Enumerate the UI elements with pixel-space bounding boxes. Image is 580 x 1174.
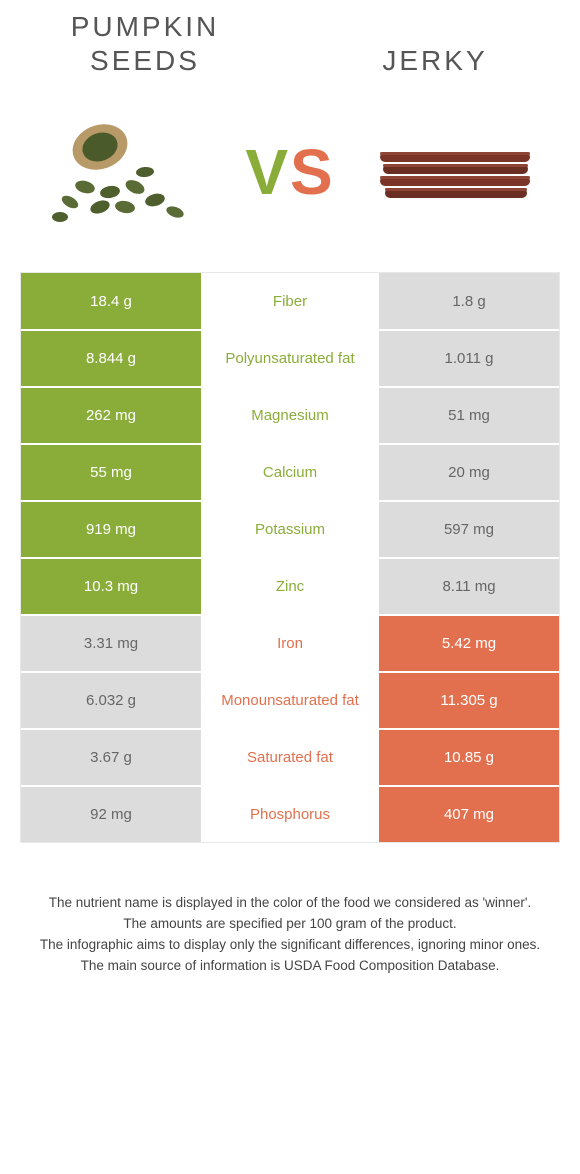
left-value-cell: 10.3 mg: [21, 559, 201, 614]
left-food-title: Pumpkin seeds: [45, 10, 245, 77]
footer-line3: The infographic aims to display only the…: [40, 937, 540, 952]
right-value-cell: 10.85 g: [379, 730, 559, 785]
footer-line1: The nutrient name is displayed in the co…: [49, 895, 531, 910]
title-line1: Pumpkin: [71, 11, 220, 42]
right-value-cell: 407 mg: [379, 787, 559, 842]
table-row: 3.31 mgIron5.42 mg: [21, 614, 559, 671]
left-value-cell: 919 mg: [21, 502, 201, 557]
nutrient-label: Saturated fat: [201, 730, 379, 785]
right-value-cell: 51 mg: [379, 388, 559, 443]
left-value-cell: 6.032 g: [21, 673, 201, 728]
table-row: 10.3 mgZinc8.11 mg: [21, 557, 559, 614]
table-row: 6.032 gMonounsaturated fat11.305 g: [21, 671, 559, 728]
left-value-cell: 262 mg: [21, 388, 201, 443]
nutrient-label: Magnesium: [201, 388, 379, 443]
table-row: 262 mgMagnesium51 mg: [21, 386, 559, 443]
left-value-cell: 3.31 mg: [21, 616, 201, 671]
vs-s: S: [290, 136, 335, 208]
left-value-cell: 18.4 g: [21, 273, 201, 329]
footer-text: The nutrient name is displayed in the co…: [15, 893, 565, 977]
table-row: 919 mgPotassium597 mg: [21, 500, 559, 557]
right-title-text: Jerky: [382, 45, 487, 76]
left-value-cell: 92 mg: [21, 787, 201, 842]
table-row: 92 mgPhosphorus407 mg: [21, 785, 559, 842]
footer-line4: The main source of information is USDA F…: [81, 958, 500, 973]
nutrient-label: Monounsaturated fat: [201, 673, 379, 728]
right-value-cell: 20 mg: [379, 445, 559, 500]
right-value-cell: 11.305 g: [379, 673, 559, 728]
nutrition-table: 18.4 gFiber1.8 g8.844 gPolyunsaturated f…: [20, 272, 560, 843]
nutrient-label: Iron: [201, 616, 379, 671]
vs-label: VS: [245, 135, 334, 209]
left-value-cell: 8.844 g: [21, 331, 201, 386]
table-row: 18.4 gFiber1.8 g: [21, 272, 559, 329]
jerky-image: [375, 112, 535, 232]
title-line2: seeds: [90, 45, 200, 76]
nutrient-label: Zinc: [201, 559, 379, 614]
table-row: 55 mgCalcium20 mg: [21, 443, 559, 500]
left-value-cell: 3.67 g: [21, 730, 201, 785]
images-row: VS: [15, 97, 565, 247]
nutrient-label: Calcium: [201, 445, 379, 500]
table-row: 8.844 gPolyunsaturated fat1.011 g: [21, 329, 559, 386]
right-value-cell: 8.11 mg: [379, 559, 559, 614]
right-value-cell: 5.42 mg: [379, 616, 559, 671]
nutrient-label: Phosphorus: [201, 787, 379, 842]
footer-line2: The amounts are specified per 100 gram o…: [123, 916, 456, 931]
right-value-cell: 1.8 g: [379, 273, 559, 329]
nutrient-label: Polyunsaturated fat: [201, 331, 379, 386]
nutrient-label: Potassium: [201, 502, 379, 557]
vs-v: V: [245, 136, 290, 208]
table-row: 3.67 gSaturated fat10.85 g: [21, 728, 559, 785]
right-value-cell: 597 mg: [379, 502, 559, 557]
left-value-cell: 55 mg: [21, 445, 201, 500]
nutrient-label: Fiber: [201, 273, 379, 329]
pumpkin-seeds-image: [45, 112, 205, 232]
right-value-cell: 1.011 g: [379, 331, 559, 386]
header: Pumpkin seeds Jerky: [15, 10, 565, 77]
right-food-title: Jerky: [335, 10, 535, 77]
